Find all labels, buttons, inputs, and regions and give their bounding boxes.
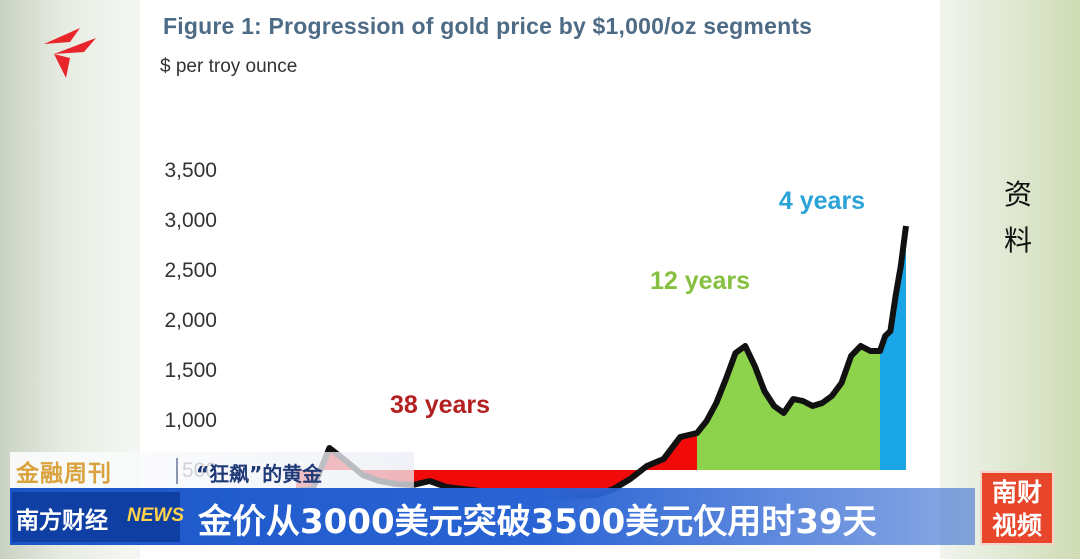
corner-logo-text: 南财 视频 bbox=[992, 478, 1042, 540]
price-line bbox=[295, 225, 909, 500]
y-tick-label: 2,000 bbox=[164, 309, 217, 332]
headline-text: 金价从3000美元突破3500美元仅用时39天 bbox=[198, 502, 877, 542]
channel-name: 南方财经 bbox=[16, 508, 108, 534]
series-annotation: 12 years bbox=[650, 267, 750, 295]
topic-bar bbox=[10, 452, 414, 488]
y-tick-label: 1,500 bbox=[164, 359, 217, 382]
corner-logo: 南财 视频 bbox=[980, 471, 1054, 545]
figure-title: Figure 1: Progression of gold price by $… bbox=[163, 13, 813, 39]
y-tick-label: 2,500 bbox=[164, 259, 217, 282]
y-tick-label: 3,000 bbox=[164, 209, 217, 232]
chart-line bbox=[295, 225, 909, 500]
corner-logo-line-1: 南财 bbox=[991, 478, 1042, 507]
chart-annotations: 38 years 12 years 4 years bbox=[390, 187, 865, 419]
corner-logo-line-2: 视频 bbox=[991, 511, 1042, 540]
y-tick-label: 3,500 bbox=[164, 159, 217, 182]
series-annotation: 4 years bbox=[779, 187, 865, 215]
channel-logo-icon bbox=[44, 28, 96, 78]
topic-divider bbox=[176, 458, 178, 484]
channel-suffix: NEWS bbox=[127, 505, 184, 526]
program-brand: 金融周刊 bbox=[16, 461, 112, 487]
series-annotation: 38 years bbox=[390, 391, 490, 419]
side-label: 资料 bbox=[1003, 178, 1032, 257]
topic-text: “狂飙”的黄金 bbox=[196, 462, 323, 486]
figure-unit-label: $ per troy ounce bbox=[160, 56, 298, 77]
y-tick-label: 1,000 bbox=[164, 409, 217, 432]
channel-badge bbox=[12, 492, 180, 542]
